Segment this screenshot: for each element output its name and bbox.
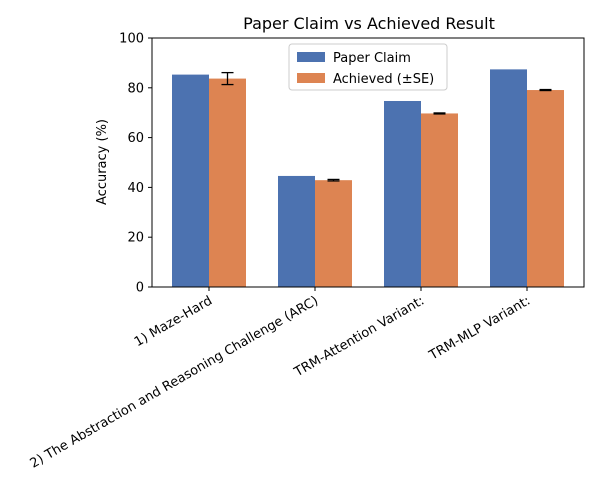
error-bar-3 [539,88,552,92]
legend-swatch-1 [297,73,325,83]
error-bar-2 [433,112,446,115]
x-tick-label-0: 1) Maze-Hard [132,293,215,350]
y-tick-label: 100 [119,32,144,47]
legend-label-0: Paper Claim [333,51,411,66]
bar-achieved-3 [527,90,564,287]
y-tick-label: 0 [136,281,144,296]
legend: Paper Claim Achieved (±SE) [288,43,448,91]
chart-title: Paper Claim vs Achieved Result [243,14,495,33]
legend-box [288,43,448,91]
legend-swatch-0 [297,52,325,62]
y-tick-label: 60 [127,131,144,146]
legend-label-1: Achieved (±SE) [333,72,434,87]
bar-achieved-0 [209,78,246,287]
y-tick-label: 40 [127,181,144,196]
y-tick-label: 80 [127,81,144,96]
bar-achieved-1 [315,180,352,287]
bar-paper-claim-3 [490,69,527,288]
error-bar-1 [327,178,340,182]
bar-paper-claim-1 [278,175,315,287]
x-tick-label-3: TRM-MLP Variant: [426,293,533,363]
bar-paper-claim-0 [172,74,209,287]
error-bar-0 [221,71,234,86]
y-axis-label: Accuracy (%) [95,119,110,205]
y-tick-label: 20 [127,231,144,246]
bar-paper-claim-2 [384,100,421,287]
plot-frame [151,37,585,288]
bar-achieved-2 [421,113,458,288]
